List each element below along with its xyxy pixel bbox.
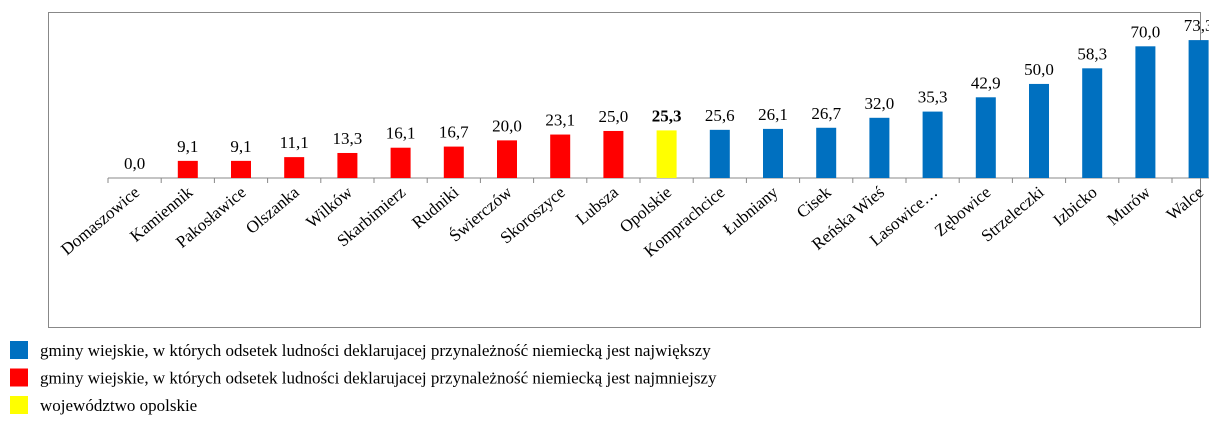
bar (1188, 40, 1209, 179)
bar (284, 157, 305, 178)
bar (709, 129, 730, 178)
bar (337, 152, 358, 178)
bar (816, 127, 837, 178)
value-label: 50,0 (1024, 60, 1054, 79)
bar (869, 117, 890, 178)
value-label: 9,1 (230, 137, 251, 156)
x-tick-label: Cisek (793, 182, 835, 222)
value-label: 26,7 (811, 104, 841, 123)
value-label: 25,3 (652, 106, 682, 125)
legend-label: województwo opolskie (40, 396, 197, 415)
bar (656, 130, 677, 178)
value-label: 23,1 (545, 111, 575, 130)
bar (1082, 68, 1103, 178)
bar (1029, 83, 1049, 178)
value-label: 42,9 (971, 73, 1001, 92)
legend-label: gminy wiejskie, w których odsetek ludnoś… (40, 369, 717, 388)
bar (1135, 46, 1156, 178)
legend-swatch (10, 341, 28, 359)
legend-label: gminy wiejskie, w których odsetek ludnoś… (40, 341, 711, 360)
value-label: 11,1 (280, 133, 309, 152)
x-tick-label: Łubniany (719, 182, 782, 239)
value-label: 0,0 (124, 154, 145, 173)
value-label: 25,6 (705, 106, 735, 125)
value-label: 32,0 (865, 94, 895, 113)
value-label: 9,1 (177, 137, 198, 156)
bar (975, 97, 996, 178)
value-label: 25,0 (599, 107, 629, 126)
value-label: 20,0 (492, 116, 522, 135)
legend-swatch (10, 396, 28, 414)
x-tick-label: Domaszowice (57, 183, 143, 259)
bar (763, 128, 783, 178)
bar (922, 111, 943, 178)
value-label: 58,3 (1077, 44, 1107, 63)
x-tick-label: Izbicko (1050, 183, 1101, 230)
value-label: 26,1 (758, 105, 788, 124)
value-label: 70,0 (1131, 22, 1161, 41)
x-tick-label: Olszanka (242, 182, 303, 238)
value-label: 16,7 (439, 123, 469, 142)
value-label: 73,3 (1184, 16, 1209, 35)
bar (177, 160, 198, 178)
bar (603, 130, 624, 178)
bar (443, 146, 464, 178)
value-label: 35,3 (918, 88, 948, 107)
value-label: 16,1 (386, 124, 416, 143)
x-tick-label: Murów (1103, 182, 1154, 229)
bar (231, 160, 251, 178)
legend-swatch (10, 368, 28, 387)
bar (497, 140, 517, 178)
value-label: 13,3 (333, 129, 363, 148)
bar (390, 147, 411, 178)
bar (550, 134, 571, 178)
